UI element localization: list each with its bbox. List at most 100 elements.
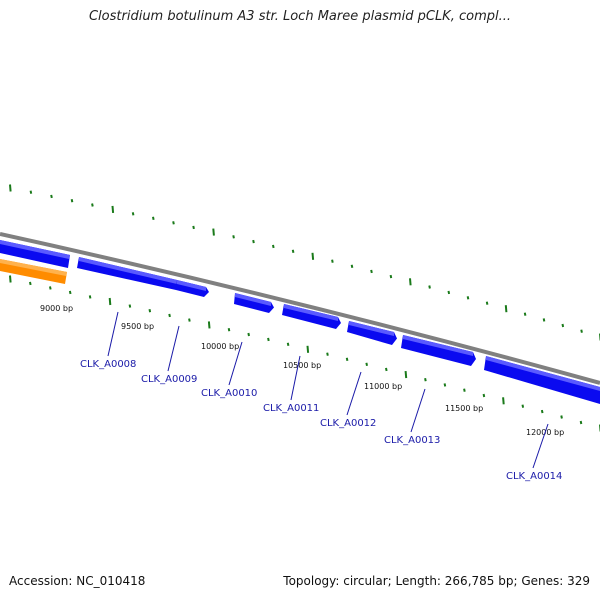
outer-tick bbox=[331, 259, 334, 263]
topology-summary: Topology: circular; Length: 266,785 bp; … bbox=[283, 574, 590, 588]
map-title: Clostridium botulinum A3 str. Loch Maree… bbox=[88, 9, 511, 24]
gene-leader-line bbox=[532, 423, 549, 469]
gene-leader-line bbox=[107, 311, 119, 357]
inner-tick bbox=[365, 362, 368, 366]
inner-tick bbox=[9, 275, 12, 283]
accession-label: Accession: NC_010418 bbox=[9, 574, 146, 588]
outer-tick bbox=[466, 296, 470, 300]
outer-tick bbox=[232, 235, 235, 239]
inner-tick bbox=[247, 332, 250, 337]
inner-tick bbox=[148, 309, 152, 313]
scale-label: 11500 bp bbox=[445, 404, 483, 413]
gene-track bbox=[77, 257, 600, 404]
outer-tick bbox=[91, 203, 94, 207]
outer-tick bbox=[485, 301, 489, 305]
outer-tick bbox=[272, 244, 275, 249]
gene-arrow[interactable] bbox=[484, 356, 600, 404]
outer-tick bbox=[192, 225, 195, 230]
gene-arrow-highlight bbox=[177, 280, 206, 291]
outer-tick bbox=[504, 305, 508, 313]
gene-arrow-left-upper-top bbox=[0, 240, 70, 259]
inner-tick bbox=[579, 420, 583, 425]
gene-label[interactable]: CLK_A0012 bbox=[320, 418, 376, 429]
gene-leader-line bbox=[228, 341, 243, 386]
inner-tick bbox=[286, 342, 290, 346]
inner-tick bbox=[443, 383, 447, 387]
inner-tick bbox=[29, 281, 32, 286]
outer-tick bbox=[29, 190, 33, 194]
inner-tick bbox=[540, 409, 544, 414]
inner-tick bbox=[49, 286, 52, 290]
outer-tick bbox=[409, 278, 412, 286]
gene-label[interactable]: CLK_A0013 bbox=[384, 435, 440, 446]
gene-label[interactable]: CLK_A0014 bbox=[506, 471, 562, 482]
inner-tick bbox=[267, 337, 270, 342]
scale-label-group: 9000 bp 9500 bp 10000 bp 10500 bp 11000 bp 11… bbox=[40, 304, 564, 437]
inner-tick bbox=[207, 321, 211, 329]
outer-tick bbox=[447, 290, 451, 295]
outer-tick bbox=[50, 194, 53, 199]
gene-arrow-highlight bbox=[284, 304, 338, 321]
inner-tick bbox=[482, 393, 486, 398]
inner-tick bbox=[560, 415, 563, 419]
inner-tick bbox=[88, 295, 92, 299]
outer-tick bbox=[291, 249, 295, 253]
outer-tick bbox=[580, 329, 583, 333]
inner-tick bbox=[326, 352, 329, 356]
gene-leader-line bbox=[167, 325, 180, 372]
inner-tick bbox=[68, 290, 72, 295]
outer-tick bbox=[561, 323, 565, 328]
inner-tick bbox=[345, 357, 349, 361]
gene-arrow-highlight bbox=[403, 335, 473, 356]
gene-leader-line bbox=[346, 371, 362, 416]
outer-tick bbox=[523, 312, 527, 316]
gene-leader-line bbox=[410, 388, 426, 433]
gene-label[interactable]: CLK_A0008 bbox=[80, 359, 136, 370]
scale-label: 10500 bp bbox=[283, 361, 321, 370]
scale-label: 11000 bp bbox=[364, 382, 402, 391]
scale-label: 9000 bp bbox=[40, 304, 73, 313]
gene-arrow-highlight bbox=[349, 321, 394, 336]
outer-tick bbox=[212, 228, 215, 236]
outer-tick bbox=[370, 269, 373, 274]
outer-tick bbox=[428, 285, 431, 289]
gene-arrow-highlight bbox=[486, 356, 600, 391]
gene-label[interactable]: CLK_A0010 bbox=[201, 388, 257, 399]
inner-tick bbox=[463, 388, 466, 392]
gene-arrow-highlight bbox=[235, 293, 271, 306]
gene-label[interactable]: CLK_A0011 bbox=[263, 403, 319, 414]
inner-tick bbox=[502, 397, 505, 405]
inner-tick bbox=[424, 378, 427, 382]
scale-label: 10000 bp bbox=[201, 342, 239, 351]
inner-tick bbox=[404, 371, 408, 379]
inner-tick-ring bbox=[9, 275, 600, 432]
outer-tick bbox=[111, 205, 115, 213]
outer-tick bbox=[542, 318, 546, 322]
gene-label[interactable]: CLK_A0009 bbox=[141, 374, 197, 385]
inner-tick bbox=[227, 328, 231, 332]
outer-tick bbox=[9, 184, 12, 192]
gene-leader-line bbox=[290, 355, 301, 401]
outer-tick-ring bbox=[9, 184, 600, 341]
gene-arrow-highlight bbox=[79, 257, 177, 284]
scale-label: 9500 bp bbox=[121, 322, 154, 331]
inner-tick bbox=[108, 297, 112, 306]
feature-orange-bar-top bbox=[0, 259, 67, 276]
outer-tick bbox=[350, 264, 354, 268]
inner-tick bbox=[385, 367, 388, 372]
inner-tick bbox=[521, 404, 525, 408]
outer-tick bbox=[152, 216, 155, 220]
inner-tick bbox=[128, 304, 132, 308]
outer-tick bbox=[252, 239, 255, 244]
outer-tick bbox=[311, 252, 315, 260]
inner-tick bbox=[168, 313, 171, 318]
gene-label-group: CLK_A0008CLK_A0009CLK_A0010CLK_A0011CLK_… bbox=[80, 311, 562, 482]
outer-tick bbox=[131, 212, 135, 216]
outer-tick bbox=[389, 274, 393, 279]
inner-tick bbox=[188, 318, 191, 322]
outer-tick bbox=[70, 199, 74, 203]
outer-tick bbox=[172, 221, 175, 225]
backbone-line bbox=[0, 232, 600, 385]
inner-tick bbox=[306, 345, 310, 353]
